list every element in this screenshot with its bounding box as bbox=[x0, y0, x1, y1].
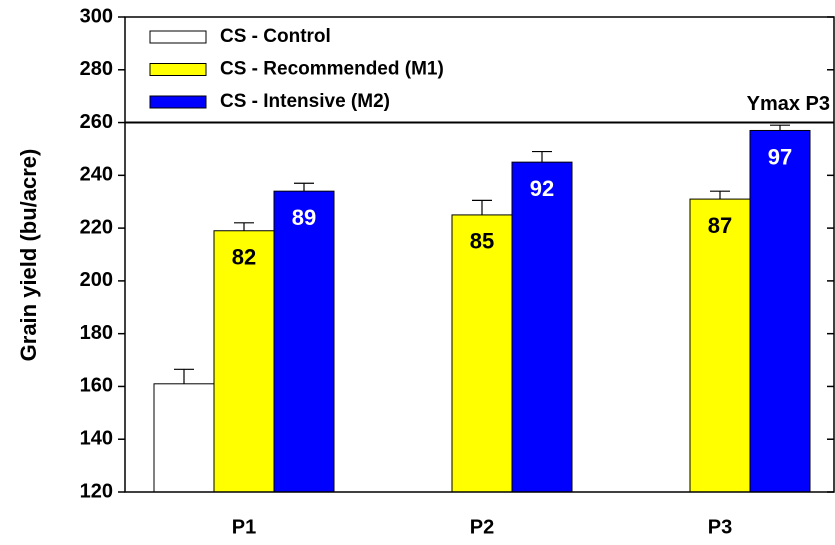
y-tick-label: 240 bbox=[80, 164, 113, 186]
y-tick-label: 300 bbox=[80, 5, 113, 27]
bar bbox=[451, 214, 513, 493]
bar bbox=[749, 129, 811, 493]
bar bbox=[213, 230, 275, 493]
y-tick-label: 140 bbox=[80, 428, 113, 450]
bar bbox=[689, 198, 751, 493]
x-tick-label: P1 bbox=[232, 516, 256, 538]
legend-swatch bbox=[149, 95, 207, 109]
bar-label: 82 bbox=[232, 245, 256, 270]
legend-label: CS - Recommended (M1) bbox=[220, 59, 444, 80]
bar-label: 97 bbox=[768, 144, 792, 169]
bar-label: 87 bbox=[708, 213, 732, 238]
x-tick-label: P2 bbox=[470, 516, 494, 538]
y-tick-label: 180 bbox=[80, 322, 113, 344]
bar-label: 89 bbox=[292, 205, 316, 230]
bar bbox=[153, 383, 215, 493]
bar bbox=[511, 161, 573, 493]
bar bbox=[273, 190, 335, 493]
legend-swatch bbox=[149, 30, 207, 44]
y-tick-label: 200 bbox=[80, 269, 113, 291]
legend-label: CS - Control bbox=[220, 26, 331, 47]
y-tick-label: 280 bbox=[80, 58, 113, 80]
legend-swatch bbox=[149, 63, 207, 76]
plot-frame bbox=[124, 16, 835, 493]
legend-label: CS - Intensive (M2) bbox=[220, 91, 390, 112]
y-tick-label: 120 bbox=[80, 480, 113, 502]
bar-label: 92 bbox=[530, 176, 554, 201]
reference-label: Ymax P3 bbox=[747, 93, 830, 115]
x-tick-label: P3 bbox=[708, 516, 732, 538]
y-axis-label: Grain yield (bu/acre) bbox=[16, 149, 41, 362]
y-tick-label: 260 bbox=[80, 111, 113, 133]
y-tick-label: 160 bbox=[80, 375, 113, 397]
bar-label: 85 bbox=[470, 229, 494, 254]
y-tick-label: 220 bbox=[80, 216, 113, 238]
